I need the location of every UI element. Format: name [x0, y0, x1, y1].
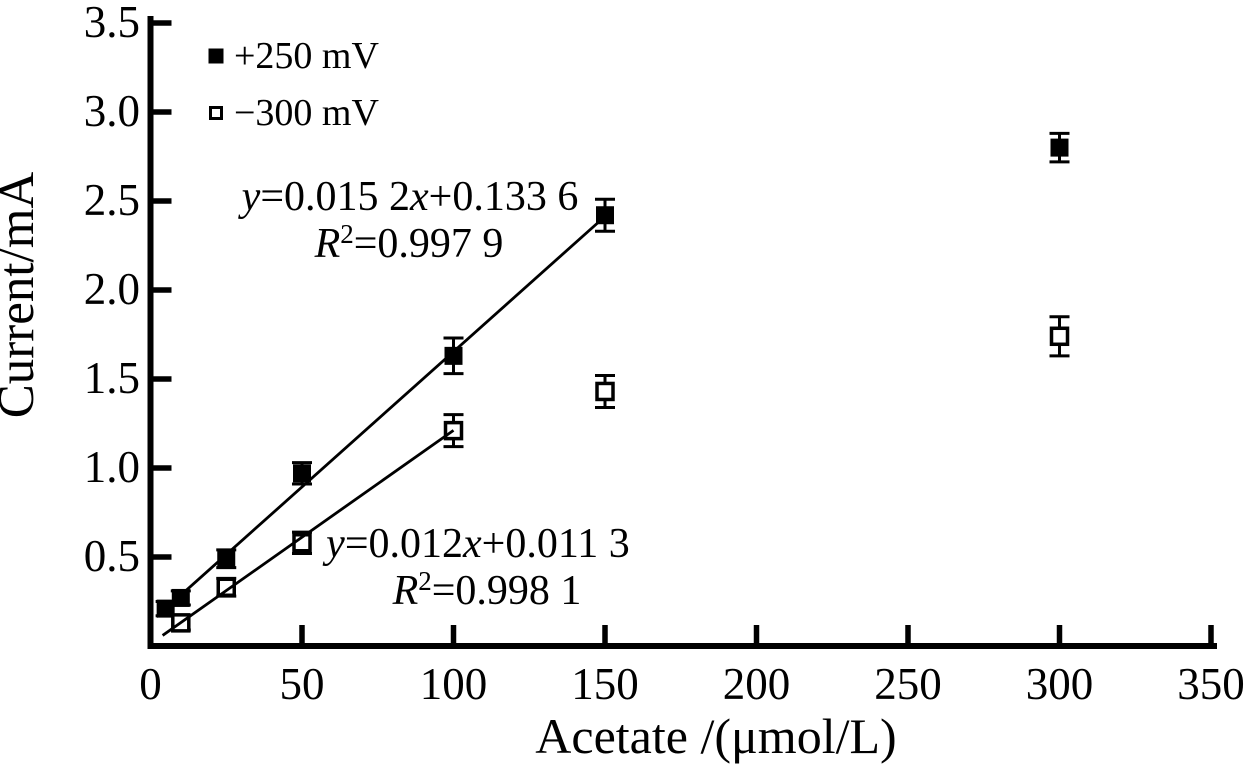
data-point-marker [216, 577, 236, 598]
x-axis-title: Acetate /(μmol/L) [535, 708, 896, 764]
fit-line [161, 429, 455, 637]
x-tick-label: 350 [1177, 659, 1245, 709]
data-point-marker [1050, 138, 1069, 157]
legend-label: −300 mV [234, 92, 379, 134]
y-axis-title: Current/mA [0, 172, 45, 419]
series-plus-250mV [155, 131, 1070, 618]
data-point-marker [293, 464, 311, 483]
r-squared-line: R2=0.998 1 [392, 566, 582, 614]
legend-item: −300 mV [209, 92, 379, 134]
filled-square-legend-marker [208, 48, 224, 64]
x-tick-label: 100 [420, 659, 488, 709]
fit-equation-top: y=0.015 2x+0.133 6R2=0.997 9 [238, 174, 579, 267]
data-point-marker [217, 549, 236, 568]
y-tick-label: 0.5 [84, 531, 140, 581]
data-point-marker [1049, 326, 1070, 347]
fit-line [155, 215, 606, 618]
y-tick-label: 1.0 [84, 442, 140, 492]
fit-equation-bottom: y=0.012x+0.011 3R2=0.998 1 [322, 521, 630, 614]
data-point-marker [444, 346, 463, 365]
legend-item: +250 mV [208, 35, 379, 77]
y-tick-label: 3.5 [84, 0, 140, 47]
x-tick-label: 250 [874, 659, 942, 709]
y-tick-label: 2.0 [84, 264, 140, 314]
equation-line: y=0.012x+0.011 3 [322, 521, 630, 567]
data-point-marker [595, 381, 615, 402]
legend-label: +250 mV [234, 35, 379, 77]
x-tick-label: 0 [139, 659, 162, 709]
legend: +250 mV −300 mV [208, 35, 379, 134]
y-tick-label: 3.0 [84, 86, 140, 136]
x-tick-label: 50 [280, 659, 325, 709]
x-tick-label: 200 [723, 659, 791, 709]
x-tick-label: 150 [571, 659, 639, 709]
x-tick-label: 300 [1026, 659, 1094, 709]
y-tick-label: 1.5 [84, 353, 140, 403]
data-point-marker [171, 588, 190, 607]
y-tick-label: 2.5 [84, 175, 140, 225]
r-squared-line: R2=0.997 9 [314, 219, 504, 267]
equation-line: y=0.015 2x+0.133 6 [238, 174, 579, 220]
open-square-legend-marker [209, 106, 223, 120]
